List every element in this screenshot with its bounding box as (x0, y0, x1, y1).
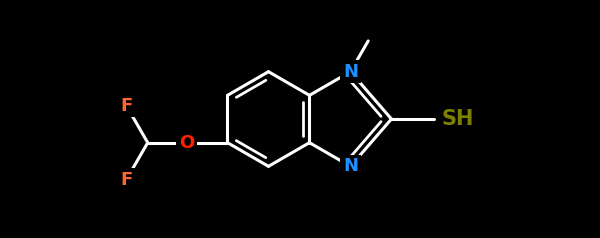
Text: F: F (120, 171, 133, 188)
Text: N: N (343, 63, 358, 81)
Text: SH: SH (441, 109, 473, 129)
Text: O: O (179, 134, 194, 152)
Text: F: F (120, 97, 133, 115)
Text: N: N (343, 157, 358, 175)
